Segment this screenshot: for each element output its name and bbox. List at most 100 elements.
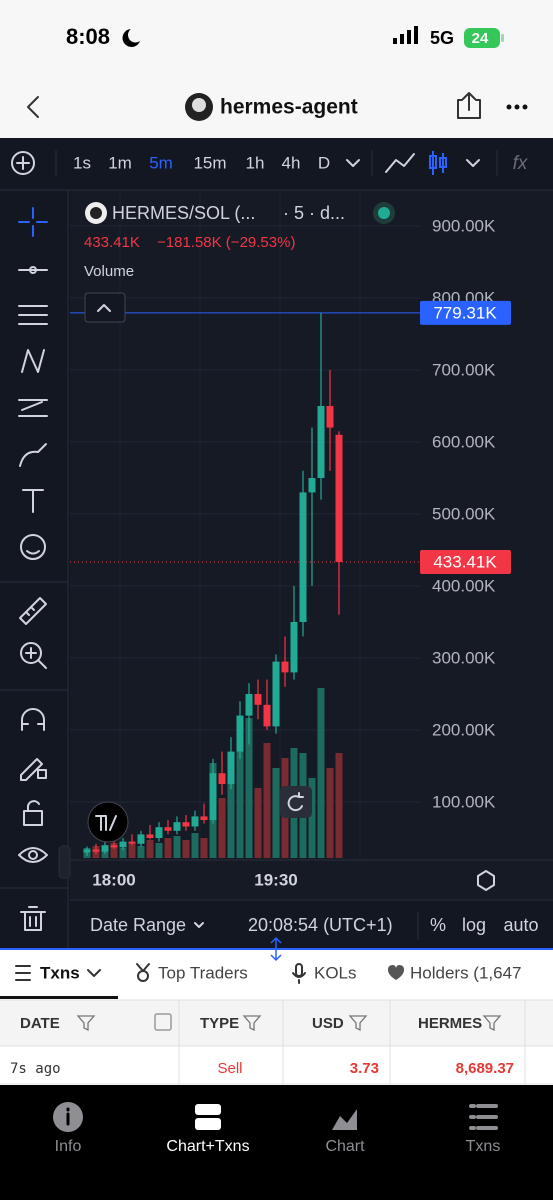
interval[interactable]: 15m [193, 153, 226, 172]
candle-body [281, 661, 289, 673]
battery-level: 24 [472, 30, 489, 47]
date-range-dropdown[interactable] [194, 922, 204, 928]
tab-dropdown[interactable] [87, 969, 101, 977]
volume-bar [254, 788, 262, 858]
interval[interactable]: 1s [73, 153, 91, 172]
tab[interactable]: Top Traders [158, 963, 248, 982]
nav-item[interactable]: Chart+Txns [166, 1138, 249, 1155]
interval[interactable]: 1h [246, 153, 265, 172]
indicators-button[interactable]: fx [513, 153, 529, 174]
collapse-legend-icon [97, 304, 111, 312]
line-chart-button[interactable] [385, 153, 415, 173]
tab-underline [0, 996, 118, 999]
top-background [0, 0, 553, 138]
collapse-legend[interactable] [84, 292, 126, 323]
volume-bar [155, 843, 163, 858]
volume-bar [119, 848, 127, 858]
auto-toggle[interactable]: auto [503, 915, 538, 935]
zoom-tool[interactable] [20, 642, 47, 669]
candle-body [191, 816, 199, 827]
y-tick-label: 400.00K [432, 576, 496, 595]
filter-icon[interactable] [242, 1015, 262, 1032]
avatar-face [192, 98, 206, 112]
candle-body [326, 406, 334, 428]
candle-body [317, 406, 325, 478]
volume-bar [101, 850, 109, 858]
candle-body [299, 492, 307, 622]
interval-dropdown[interactable] [346, 159, 360, 167]
resize-handle[interactable] [270, 936, 282, 962]
tab[interactable]: Holders (1,647 [410, 963, 522, 982]
volume-bar [128, 844, 136, 858]
magnet-tool[interactable] [21, 708, 45, 731]
page-title: hermes-agent [220, 96, 358, 119]
candle-body [155, 827, 163, 838]
nav-item[interactable]: Info [55, 1138, 82, 1155]
cell-usd: 3.73 [350, 1060, 379, 1077]
volume-bar [263, 743, 271, 858]
visibility-tool[interactable] [18, 847, 48, 863]
filter-icon[interactable] [348, 1015, 368, 1032]
volume-bar [110, 843, 118, 858]
interval[interactable]: 4h [282, 153, 301, 172]
market-status-dot [378, 207, 390, 219]
candle-body [335, 434, 343, 562]
column-header: HERMES [418, 1015, 482, 1032]
interval-group: 1s 1m 5m 15m 1h 4h D [73, 153, 330, 172]
filter-icon[interactable] [76, 1015, 96, 1032]
reset-chart[interactable] [280, 786, 312, 818]
projection-tool[interactable] [18, 399, 48, 417]
volume-bar [227, 778, 235, 858]
nav-item[interactable]: Chart [325, 1138, 365, 1155]
moon-icon [122, 29, 140, 47]
chart-settings[interactable] [477, 870, 495, 891]
text-tool[interactable] [22, 489, 44, 513]
volume-bar [326, 768, 334, 858]
y-tick-label: 500.00K [432, 504, 496, 523]
candle-body [263, 704, 271, 727]
ruler-tool[interactable] [19, 597, 47, 625]
more-button[interactable] [506, 104, 528, 110]
interval[interactable]: 1m [108, 153, 132, 172]
unlock-tool[interactable] [23, 800, 43, 826]
add-symbol-button[interactable] [11, 151, 35, 175]
calendar-icon[interactable] [154, 1013, 172, 1031]
log-toggle[interactable]: log [462, 915, 486, 935]
x-tick-label: 19:30 [254, 870, 297, 889]
emoji-tool[interactable] [20, 534, 46, 560]
chart-txns-icon [195, 1104, 221, 1115]
fib-tool[interactable] [18, 305, 48, 325]
tv-logo[interactable] [87, 801, 129, 843]
line-tool[interactable] [18, 266, 48, 274]
candle-body [218, 773, 226, 784]
crosshair-tool[interactable] [18, 207, 48, 237]
volume-bar [191, 833, 199, 858]
symbol-name: HERMES/SOL (... [112, 203, 255, 223]
lock-drawing-tool[interactable] [20, 758, 47, 781]
y-tick-label: 700.00K [432, 360, 496, 379]
interval[interactable]: D [318, 153, 330, 172]
date-range[interactable]: Date Range [90, 915, 186, 935]
filter-icon[interactable] [482, 1015, 502, 1032]
percent-toggle[interactable]: % [430, 915, 446, 935]
volume-bar [236, 748, 244, 858]
brush-tool[interactable] [19, 443, 47, 467]
tab[interactable]: Txns [40, 963, 80, 982]
delete-tool[interactable] [20, 906, 46, 931]
tab[interactable]: KOLs [314, 963, 357, 982]
column-header: USD [312, 1015, 344, 1032]
candle-chart-button[interactable] [429, 151, 447, 175]
cell-type: Sell [217, 1060, 242, 1077]
plot: 100.00K 200.00K 300.00K 400.00K 500.00K 600.0… [70, 190, 496, 889]
candle-body [254, 694, 262, 705]
chart-type-dropdown[interactable] [466, 159, 480, 167]
collapse-tools[interactable] [58, 845, 71, 879]
share-button[interactable] [457, 92, 481, 119]
nav-item[interactable]: Txns [466, 1138, 501, 1155]
interval[interactable]: 5m [149, 153, 173, 172]
back-button[interactable] [27, 96, 39, 118]
volume-bar [317, 688, 325, 858]
candle-body [110, 845, 118, 848]
pattern-tool[interactable] [21, 349, 45, 373]
